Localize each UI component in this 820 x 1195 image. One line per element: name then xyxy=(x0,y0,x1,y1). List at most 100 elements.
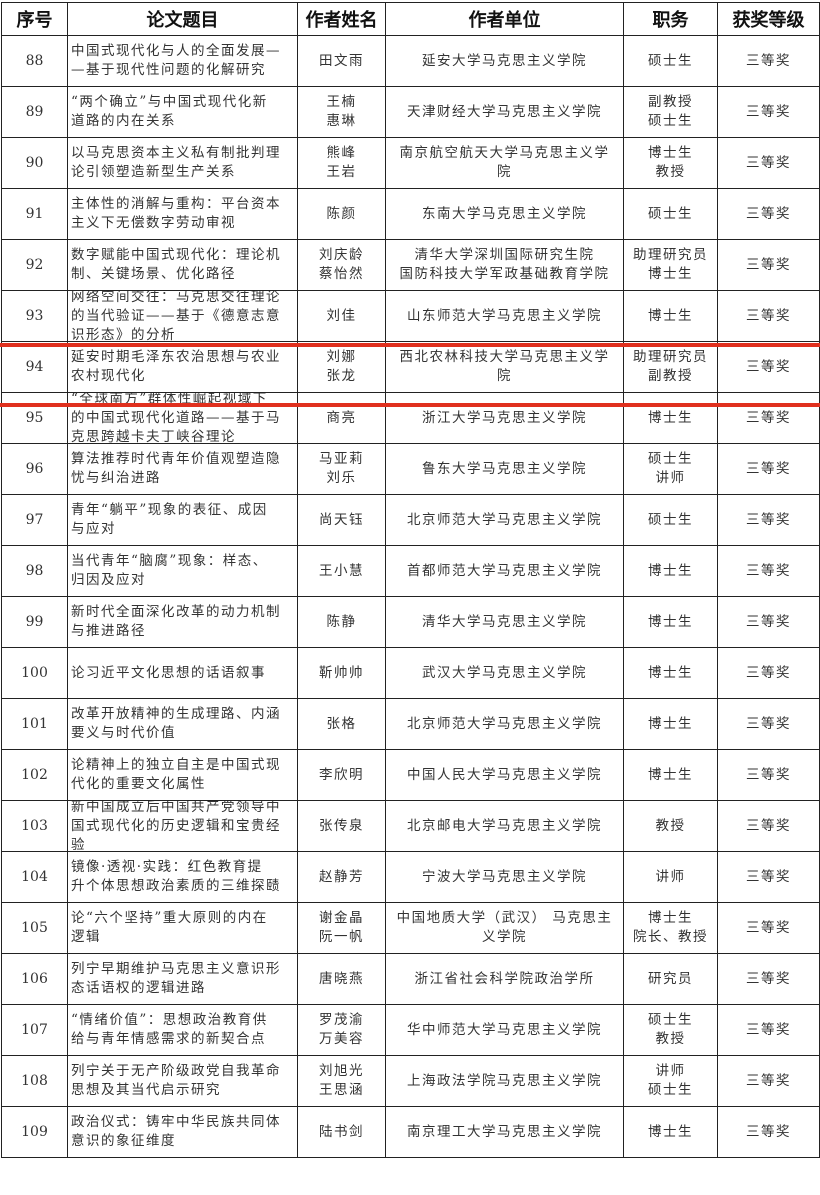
award-text: 三等奖 xyxy=(746,103,791,120)
number-text: 90 xyxy=(25,154,44,171)
award-text: 三等奖 xyxy=(746,970,791,987)
position-text: 教授 xyxy=(655,817,686,834)
cell-award: 三等奖 xyxy=(717,851,820,903)
cell-number: 98 xyxy=(1,545,68,597)
cell-number: 94 xyxy=(1,341,68,393)
position-text: 硕士生 讲师 xyxy=(648,451,693,486)
cell-title: 论习近平文化思想的话语叙事 xyxy=(67,647,298,699)
award-text: 三等奖 xyxy=(746,715,791,732)
cell-award: 三等奖 xyxy=(717,1055,820,1107)
cell-affiliation: 北京师范大学马克思主义学院 xyxy=(385,698,624,750)
cell-author: 王小慧 xyxy=(297,545,386,597)
number-text: 106 xyxy=(21,970,48,987)
number-text: 98 xyxy=(25,562,44,579)
number-text: 88 xyxy=(25,52,44,69)
award-text: 三等奖 xyxy=(746,460,791,477)
author-text: 李欣明 xyxy=(319,766,364,783)
cell-title: 改革开放精神的生成理路、内涵 要义与时代价值 xyxy=(67,698,298,750)
cell-number: 89 xyxy=(1,86,68,138)
number-text: 102 xyxy=(21,766,48,783)
number-text: 109 xyxy=(21,1123,48,1140)
cell-position: 博士生 xyxy=(623,392,718,444)
highlight-line-bottom xyxy=(0,403,820,407)
cell-position: 硕士生 讲师 xyxy=(623,443,718,495)
author-text: 田文雨 xyxy=(319,52,364,69)
title-text: 当代青年“脑腐”现象：样态、 归因及应对 xyxy=(71,553,268,588)
position-text: 博士生 教授 xyxy=(648,145,693,180)
position-text: 助理研究员 博士生 xyxy=(633,247,708,282)
cell-award: 三等奖 xyxy=(717,341,820,393)
number-text: 93 xyxy=(25,307,44,324)
cell-title: “全球南方”群体性崛起视域下 的中国式现代化道路——基于马 克思跨越卡夫丁峡谷理… xyxy=(67,392,298,444)
cell-award: 三等奖 xyxy=(717,494,820,546)
award-text: 三等奖 xyxy=(746,205,791,222)
author-text: 熊峰 王岩 xyxy=(326,145,357,180)
position-text: 讲师 xyxy=(655,868,686,885)
cell-author: 罗茂渝 万美容 xyxy=(297,1004,386,1056)
award-text: 三等奖 xyxy=(746,52,791,69)
award-text: 三等奖 xyxy=(746,1123,791,1140)
table-row: 101 改革开放精神的生成理路、内涵 要义与时代价值 张格 北京师范大学马克思主义学院… xyxy=(1,698,820,750)
number-text: 96 xyxy=(25,460,44,477)
cell-position: 博士生 xyxy=(623,1106,718,1158)
title-text: 以马克思资本主义私有制批判理 论引领塑造新型生产关系 xyxy=(71,145,281,180)
cell-title: 数字赋能中国式现代化：理论机 制、关键场景、优化路径 xyxy=(67,239,298,291)
cell-title: 延安时期毛泽东农治思想与农业 农村现代化 xyxy=(67,341,298,393)
cell-affiliation: 武汉大学马克思主义学院 xyxy=(385,647,624,699)
affiliation-text: 中国地质大学（武汉） 马克思主 义学院 xyxy=(396,910,613,945)
cell-title: 政治仪式：铸牢中华民族共同体 意识的象征维度 xyxy=(67,1106,298,1158)
table-row: 90 以马克思资本主义私有制批判理 论引领塑造新型生产关系 熊峰 王岩 南京航空航天大… xyxy=(1,137,820,189)
highlight-line-top xyxy=(0,343,820,347)
cell-author: 马亚莉 刘乐 xyxy=(297,443,386,495)
table-row: 93 网络空间交往：马克思交往理论 的当代验证——基于《德意志意 识形态》的分析 刘… xyxy=(1,290,820,342)
author-text: 尚天钰 xyxy=(319,511,364,528)
author-text: 马亚莉 刘乐 xyxy=(319,451,364,486)
table-row: 91 主体性的消解与重构：平台资本 主义下无偿数字劳动审视 陈颜 东南大学马克思主义学… xyxy=(1,188,820,240)
affiliation-text: 南京航空航天大学马克思主义学 院 xyxy=(399,145,610,180)
number-text: 103 xyxy=(21,817,48,834)
author-text: 赵静芳 xyxy=(319,868,364,885)
affiliation-text: 首都师范大学马克思主义学院 xyxy=(407,562,602,579)
position-text: 硕士生 xyxy=(648,511,693,528)
cell-title: “情绪价值”：思想政治教育供 给与青年情感需求的新契合点 xyxy=(67,1004,298,1056)
cell-award: 三等奖 xyxy=(717,953,820,1005)
table-row: 102 论精神上的独立自主是中国式现 代化的重要文化属性 李欣明 中国人民大学马克思主… xyxy=(1,749,820,801)
cell-title: 新中国成立后中国共产党领导中 国式现代化的历史逻辑和宝贵经 验 xyxy=(67,800,298,852)
cell-number: 88 xyxy=(1,35,68,87)
title-text: 数字赋能中国式现代化：理论机 制、关键场景、优化路径 xyxy=(71,247,281,282)
cell-position: 博士生 xyxy=(623,647,718,699)
table-row: 88 中国式现代化与人的全面发展— —基于现代性问题的化解研究 田文雨 延安大学马克思… xyxy=(1,35,820,87)
cell-author: 陈静 xyxy=(297,596,386,648)
cell-author: 赵静芳 xyxy=(297,851,386,903)
position-text: 博士生 xyxy=(648,409,693,426)
award-text: 三等奖 xyxy=(746,817,791,834)
cell-affiliation: 鲁东大学马克思主义学院 xyxy=(385,443,624,495)
table-row: 106 列宁早期维护马克思主义意识形 态话语权的逻辑进路 唐晓燕 浙江省社会科学院政治… xyxy=(1,953,820,1005)
table-row: 96 算法推荐时代青年价值观塑造隐 忧与纠治进路 马亚莉 刘乐 鲁东大学马克思主义学院… xyxy=(1,443,820,495)
cell-position: 博士生 院长、教授 xyxy=(623,902,718,954)
position-text: 硕士生 xyxy=(648,205,693,222)
position-text: 讲师 硕士生 xyxy=(648,1063,693,1098)
award-text: 三等奖 xyxy=(746,919,791,936)
author-text: 刘娜 张龙 xyxy=(326,349,357,384)
cell-affiliation: 清华大学马克思主义学院 xyxy=(385,596,624,648)
cell-affiliation: 北京邮电大学马克思主义学院 xyxy=(385,800,624,852)
table-row: 100 论习近平文化思想的话语叙事 靳帅帅 武汉大学马克思主义学院 博士生 三等奖 xyxy=(1,647,820,699)
cell-position: 讲师 硕士生 xyxy=(623,1055,718,1107)
position-text: 博士生 xyxy=(648,715,693,732)
affiliation-text: 东南大学马克思主义学院 xyxy=(422,205,587,222)
cell-position: 教授 xyxy=(623,800,718,852)
title-text: 新中国成立后中国共产党领导中 国式现代化的历史逻辑和宝贵经 验 xyxy=(71,801,281,851)
number-text: 107 xyxy=(21,1021,48,1038)
cell-affiliation: 浙江省社会科学院政治学所 xyxy=(385,953,624,1005)
cell-title: 青年“躺平”现象的表征、成因 与应对 xyxy=(67,494,298,546)
affiliation-text: 中国人民大学马克思主义学院 xyxy=(407,766,602,783)
cell-award: 三等奖 xyxy=(717,902,820,954)
position-text: 硕士生 xyxy=(648,52,693,69)
cell-number: 97 xyxy=(1,494,68,546)
cell-position: 博士生 xyxy=(623,698,718,750)
cell-title: 网络空间交往：马克思交往理论 的当代验证——基于《德意志意 识形态》的分析 xyxy=(67,290,298,342)
title-text: “两个确立”与中国式现代化新 道路的内在关系 xyxy=(71,94,268,129)
title-text: 论“六个坚持”重大原则的内在 逻辑 xyxy=(71,910,268,945)
author-text: 张格 xyxy=(326,715,357,732)
